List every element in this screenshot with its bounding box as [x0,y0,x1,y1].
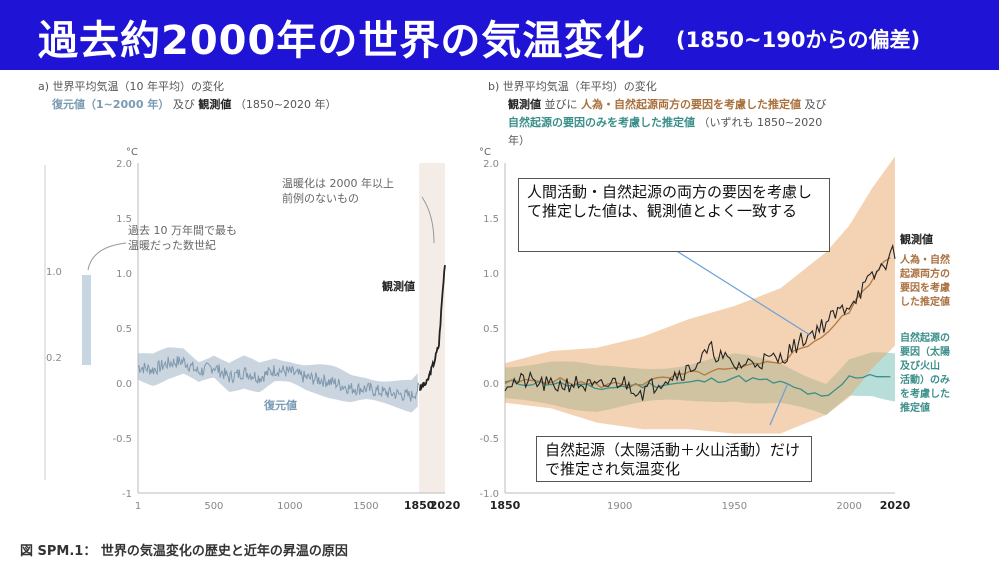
panel-b-natural-line3: 及び火山 [900,359,940,372]
panel-b-caption-human-natural: 人為・自然起源両方の要因を考慮した推定値 [581,98,801,111]
panel-b-natural-line5: を考慮した [900,387,950,400]
panel-a-reconstructed-line [137,356,420,402]
panel-b-human-natural-line3: 要因を考慮 [900,281,950,294]
panel-a-annotation-warm-line1: 過去 10 万年間で最も [128,223,237,237]
page-title: 過去約2000年の世界の気温変化 [38,18,646,64]
panel-b-caption-1: b) 世界平均気温（年平均）の変化 [488,78,657,94]
panel-a-label: a) [38,80,50,93]
panel-a-y-tick: 1.0 [116,269,132,280]
panel-b-x-tick: 1900 [607,501,632,512]
panel-a-x-tick: 1500 [353,501,378,512]
panel-b-human-natural-line2: 起源両方の [899,267,950,280]
panel-a-observed-label: 観測値 [382,279,415,293]
panel-a-title: 世界平均気温（10 年平均）の変化 [52,80,225,93]
panel-b-caption-and2: 及び [804,98,827,111]
panel-b-x-tick: 2020 [880,499,911,512]
panel-a-x-tick: 1000 [277,501,302,512]
panel-b-y-tick: 1.5 [483,214,499,225]
panel-b-caption-natural: 自然起源の要因のみを考慮した推定値 [508,116,695,129]
panel-a-caption-observed-range: （1850~2020 年） [234,98,337,111]
panel-a-caption-2: 復元値（1~2000 年） 及び 観測値 （1850~2020 年） [52,96,337,112]
panel-b-natural-line6: 推定値 [900,401,930,414]
panel-b-caption-range2: 年） [508,134,530,147]
panel-a-y-tick: 0.5 [116,324,132,335]
panel-b-x-tick: 1950 [722,501,747,512]
panel-b-chart: °C -1.0 -0.5 0.0 0.5 1.0 1.5 2.0 1850 1900 1950 20… [479,147,950,512]
panel-a-y-tick: 1.5 [116,214,132,225]
panel-b-human-natural-label: 人為・自然 起源両方の 要因を考慮 した推定値 [899,253,950,308]
panel-b-observed-label-text: 観測値 [900,232,933,246]
panel-a-annotation-warm-arrow [87,242,127,271]
panel-b-x-tick: 1850 [490,499,521,512]
panel-a-y-tick: 0.0 [116,379,132,390]
panel-b-label: b) [488,80,500,93]
panel-b-unit: °C [479,147,491,158]
panel-a-annotation-unprecedented-arrow [421,196,435,244]
panel-a-y-tick: -0.5 [112,434,132,445]
panel-a-x-tick: 1850 [404,499,435,512]
panel-b-human-natural-line [504,257,891,389]
panel-a-annotation-unprecedented: 温暖化は 2000 年以上 前例のないもの [282,176,435,244]
panel-a-caption-reconstructed: 復元値（1~2000 年） [52,98,170,111]
panel-b-caption-3: 自然起源の要因のみを考慮した推定値 （いずれも 1850~2020 [508,114,822,130]
panel-b-caption-2: 観測値 並びに 人為・自然起源両方の要因を考慮した推定値 及び [508,96,827,112]
panel-a-x-tick: 2020 [430,499,460,512]
panel-a-observed-line [418,265,446,391]
panel-b-human-natural-line1: 人為・自然 [900,253,950,266]
panel-a-caption-1: a) 世界平均気温（10 年平均）の変化 [38,78,224,94]
panel-a-annotation-warm-line2: 温暖だった数世紀 [128,239,216,252]
panel-a-annotation-warm: 過去 10 万年間で最も 温暖だった数世紀 [87,223,237,271]
panel-b-y-tick: 0.5 [483,324,499,335]
panel-a-x-tick: 500 [204,501,223,512]
panel-a-chart: 1.0 0.2 °C -1-0.50.00.51.01.52.01 500 1000… [44,147,460,512]
callout-top: 人間活動・自然起源の両方の要因を考慮して推定した値は、観測値とよく一致する [518,178,830,252]
panel-a-side-bar-bottom-label: 0.2 [46,353,62,364]
panel-b-title: 世界平均気温（年平均）の変化 [502,80,657,93]
panel-b-natural-line2: 要因（太陽 [900,345,950,358]
panel-b-natural-line1: 自然起源の [900,331,950,344]
panel-b-caption-range: （いずれも 1850~2020 [698,116,823,129]
panel-b-natural-line4: 活動）のみ [900,373,950,386]
panel-b-natural-label: 自然起源の 要因（太陽 及び火山 活動）のみ を考慮した 推定値 [900,331,950,414]
panel-a-y-tick: -1 [122,489,132,500]
panel-b-human-natural-line4: した推定値 [900,295,950,308]
panel-b-caption-observed: 観測値 [508,98,541,111]
panel-b-natural-line [504,373,891,397]
panel-b-y-tick: 1.0 [483,269,499,280]
panel-a-annotation-unprecedented-line1: 温暖化は 2000 年以上 [282,176,394,190]
panel-a-annotation-unprecedented-line2: 前例のないもの [282,191,359,205]
page-subtitle: (1850~190からの偏差) [676,28,921,52]
panel-b-caption-and: 並びに [544,98,578,111]
panel-b-human-natural-band [505,156,895,434]
panel-a-side-bar [82,275,91,365]
panel-b-observed-label: 観測値 [900,232,933,246]
panel-b-y-tick: 0.0 [483,379,499,390]
panel-a-side-bar-top-label: 1.0 [46,267,62,278]
panel-b-caption-4: 年） [508,132,530,148]
callout-top-pointer [674,249,811,336]
panel-a-reconstructed-label: 復元値 [263,398,297,412]
title-banner: 過去約2000年の世界の気温変化 (1850~190からの偏差) [0,0,999,70]
panel-a-x-tick: 1 [135,501,141,512]
panel-a-unit: °C [126,147,138,158]
panel-a-caption-and: 及び [172,98,195,111]
panel-a-y-tick: 2.0 [116,159,132,170]
panel-a-caption-observed: 観測値 [198,98,232,111]
panel-b-observed-line [504,243,896,401]
panel-b-y-tick: 2.0 [483,159,499,170]
panel-a-modern-shade [419,163,445,493]
figure-caption: 図 SPM.1： 世界の気温変化の歴史と近年の昇温の原因 [20,544,348,559]
callout-bottom: 自然起源（太陽活動＋火山活動）だけで推定され気温変化 [536,436,812,482]
panel-b-y-tick: -1.0 [479,489,499,500]
panel-b-x-tick: 2000 [836,501,861,512]
callout-bottom-pointer [769,382,789,426]
panel-b-y-tick: -0.5 [479,434,499,445]
